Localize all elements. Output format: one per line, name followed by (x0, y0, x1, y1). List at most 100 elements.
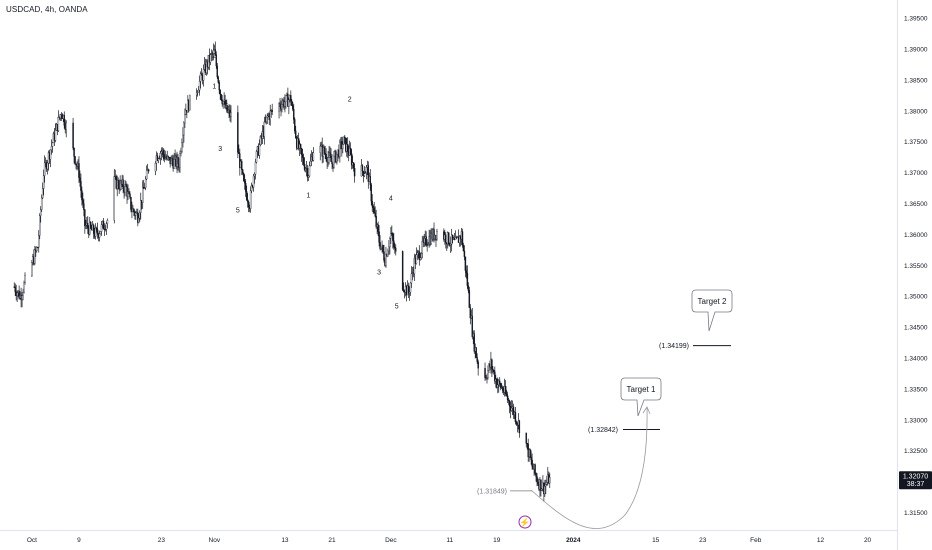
candle (401, 250, 404, 292)
target-1-level-label: (1.32842) (588, 427, 618, 434)
candle (413, 253, 416, 282)
low[interactable]: (1.31849) (477, 488, 532, 495)
candle (535, 472, 537, 482)
candle (162, 148, 165, 161)
price-tick-label: 1.36000 (904, 232, 928, 239)
candle (59, 114, 62, 121)
candle (392, 232, 394, 249)
candle (545, 479, 547, 494)
wave-label: 1 (212, 84, 216, 91)
candle (484, 362, 486, 381)
candle (244, 174, 246, 190)
candle (382, 244, 384, 254)
candle (36, 246, 38, 253)
candle (536, 472, 538, 487)
candle (330, 148, 332, 162)
candle (319, 142, 321, 161)
candle (98, 230, 101, 242)
target-2-level[interactable]: (1.34199) (659, 343, 731, 350)
candle (418, 245, 421, 266)
candle (141, 180, 144, 209)
candle (271, 103, 273, 116)
candle (377, 221, 379, 237)
candle (346, 137, 349, 158)
candle (352, 161, 355, 172)
candle (297, 132, 300, 151)
target-1-level[interactable]: (1.32842) (588, 427, 660, 434)
event-icon[interactable]: ⚡ (518, 515, 532, 529)
candle (309, 153, 312, 167)
low-label: (1.31849) (477, 488, 507, 495)
price-axis[interactable]: 1.39500 1.39000 1.38500 1.38000 1.37500 1.370… (904, 16, 928, 517)
candle (416, 249, 419, 260)
candle (331, 154, 333, 170)
candle (125, 181, 127, 188)
candle (140, 192, 142, 220)
price-tick-label: 1.38500 (904, 77, 928, 84)
candle (85, 219, 87, 230)
candle (537, 478, 539, 487)
candle (159, 150, 162, 165)
candle (34, 245, 36, 266)
candle (306, 164, 309, 182)
time-tick-label: Dec (385, 537, 397, 544)
candle (373, 202, 375, 214)
candle (46, 159, 49, 175)
candle (74, 155, 76, 166)
levels-layer: (1.31849) (1.32842) (1.34199) (477, 343, 731, 495)
svg-text:⚡: ⚡ (519, 517, 530, 529)
candle (49, 149, 52, 168)
candle (285, 94, 287, 109)
candle (471, 308, 474, 340)
candle (139, 210, 141, 222)
candle (312, 147, 315, 162)
time-tick-label: 2024 (566, 537, 581, 544)
wave-label: 5 (395, 304, 399, 311)
candle (249, 186, 252, 213)
candle (501, 385, 504, 394)
candle (73, 147, 75, 164)
target-2-level-label: (1.34199) (659, 343, 689, 350)
time-tick-label: 11 (446, 537, 453, 544)
candle (371, 194, 373, 212)
wave-labels-layer: 2 1 4 3 5 1 2 4 3 5 (212, 53, 398, 310)
time-axis[interactable]: Oct 9 23 Nov 13 21 Dec 11 19 2024 15 23 Feb 12 20 (27, 537, 872, 544)
candle (425, 231, 427, 247)
candles-layer (13, 41, 551, 502)
candle (402, 282, 405, 293)
price-tick-label: 1.39000 (904, 46, 928, 53)
symbol-title: USDCAD, 4h, OANDA (6, 5, 88, 14)
candle (217, 75, 219, 84)
time-tick-label: 15 (652, 537, 660, 544)
candle (245, 185, 248, 201)
candle (419, 252, 422, 261)
target-2-label: Target 2 (698, 297, 727, 306)
candle (224, 94, 226, 109)
candle (353, 163, 356, 183)
price-tick-label: 1.32500 (904, 448, 928, 455)
candle (487, 365, 489, 380)
candle (534, 463, 536, 476)
target-1-callout[interactable]: Target 1 (620, 377, 662, 417)
price-tick-label: 1.34500 (904, 325, 928, 332)
candle (106, 218, 109, 229)
candle (420, 252, 423, 260)
candle (293, 103, 295, 124)
target-2-callout[interactable]: Target 2 (691, 289, 733, 332)
candle (81, 186, 83, 206)
candle (16, 290, 18, 302)
candle (461, 228, 464, 248)
wave-label: 2 (348, 96, 352, 103)
candle (137, 208, 139, 227)
candle (450, 228, 453, 252)
candle (383, 244, 385, 263)
wave-label: 4 (389, 195, 393, 202)
candle (163, 149, 166, 163)
candle (220, 93, 222, 102)
candle (113, 168, 115, 224)
candle (343, 136, 345, 145)
candle (530, 450, 532, 465)
candle (526, 442, 528, 450)
wave-label: 3 (218, 146, 222, 153)
